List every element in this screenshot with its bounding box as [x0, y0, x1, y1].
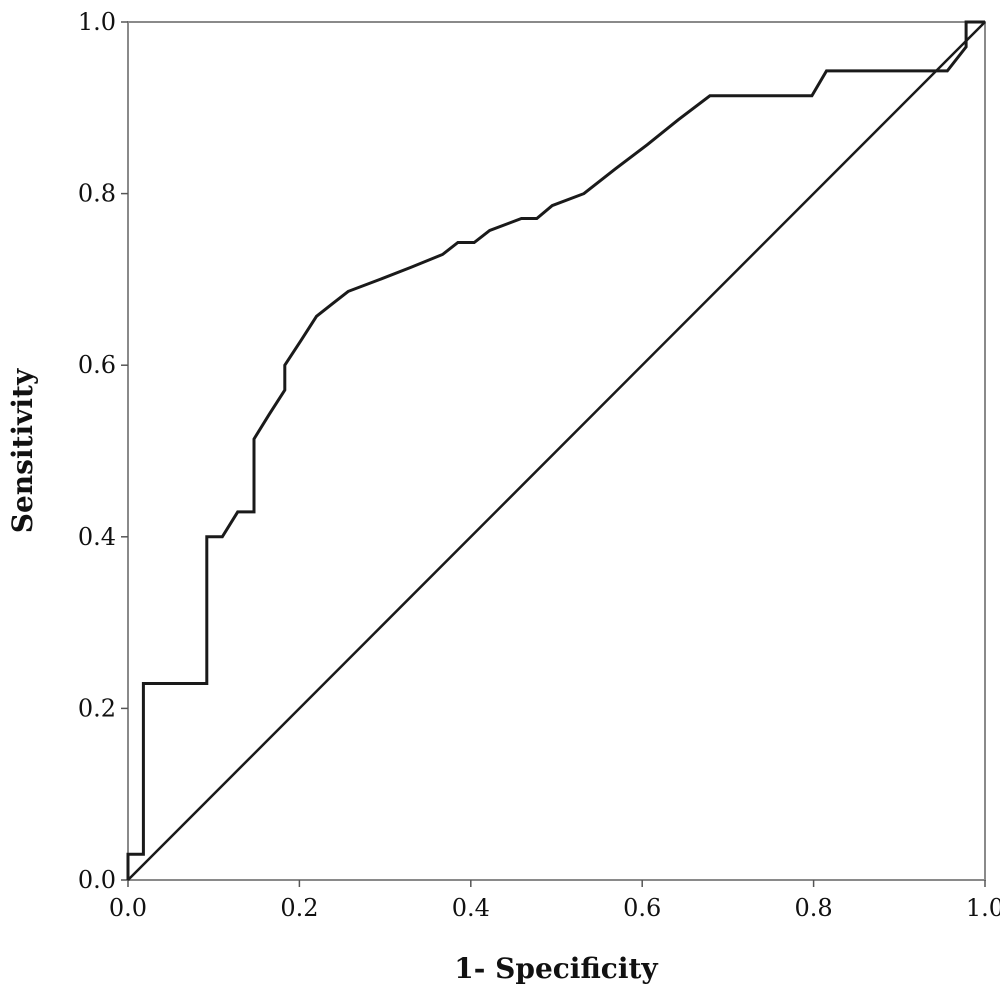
x-tick-label: 1.0 [966, 894, 1000, 922]
y-tick-label: 0.0 [78, 866, 116, 894]
y-tick-label: 0.6 [78, 351, 116, 379]
axis-ticks [121, 21, 986, 887]
y-tick-label: 0.8 [78, 180, 116, 208]
series-layer [126, 20, 986, 881]
x-tick-label: 0.6 [623, 894, 661, 922]
tick-labels: 0.0 0.2 0.4 0.6 0.8 1.0 0.0 0.2 0.4 0.6 0.8 1.0 [78, 8, 1000, 922]
y-tick-label: 0.2 [78, 694, 116, 722]
x-tick-label: 0.0 [109, 894, 147, 922]
x-tick-label: 0.2 [280, 894, 318, 922]
x-tick-label: 0.8 [795, 894, 833, 922]
x-tick-label: 0.4 [452, 894, 490, 922]
y-tick-label: 0.4 [78, 523, 116, 551]
reference-diagonal-line [127, 21, 986, 881]
plot-frame [127, 21, 986, 881]
y-axis-title: Sensitivity [6, 368, 39, 533]
y-tick-label: 1.0 [78, 8, 116, 36]
roc-curve-line [126, 20, 985, 880]
x-axis-title: 1- Specificity [454, 952, 658, 985]
